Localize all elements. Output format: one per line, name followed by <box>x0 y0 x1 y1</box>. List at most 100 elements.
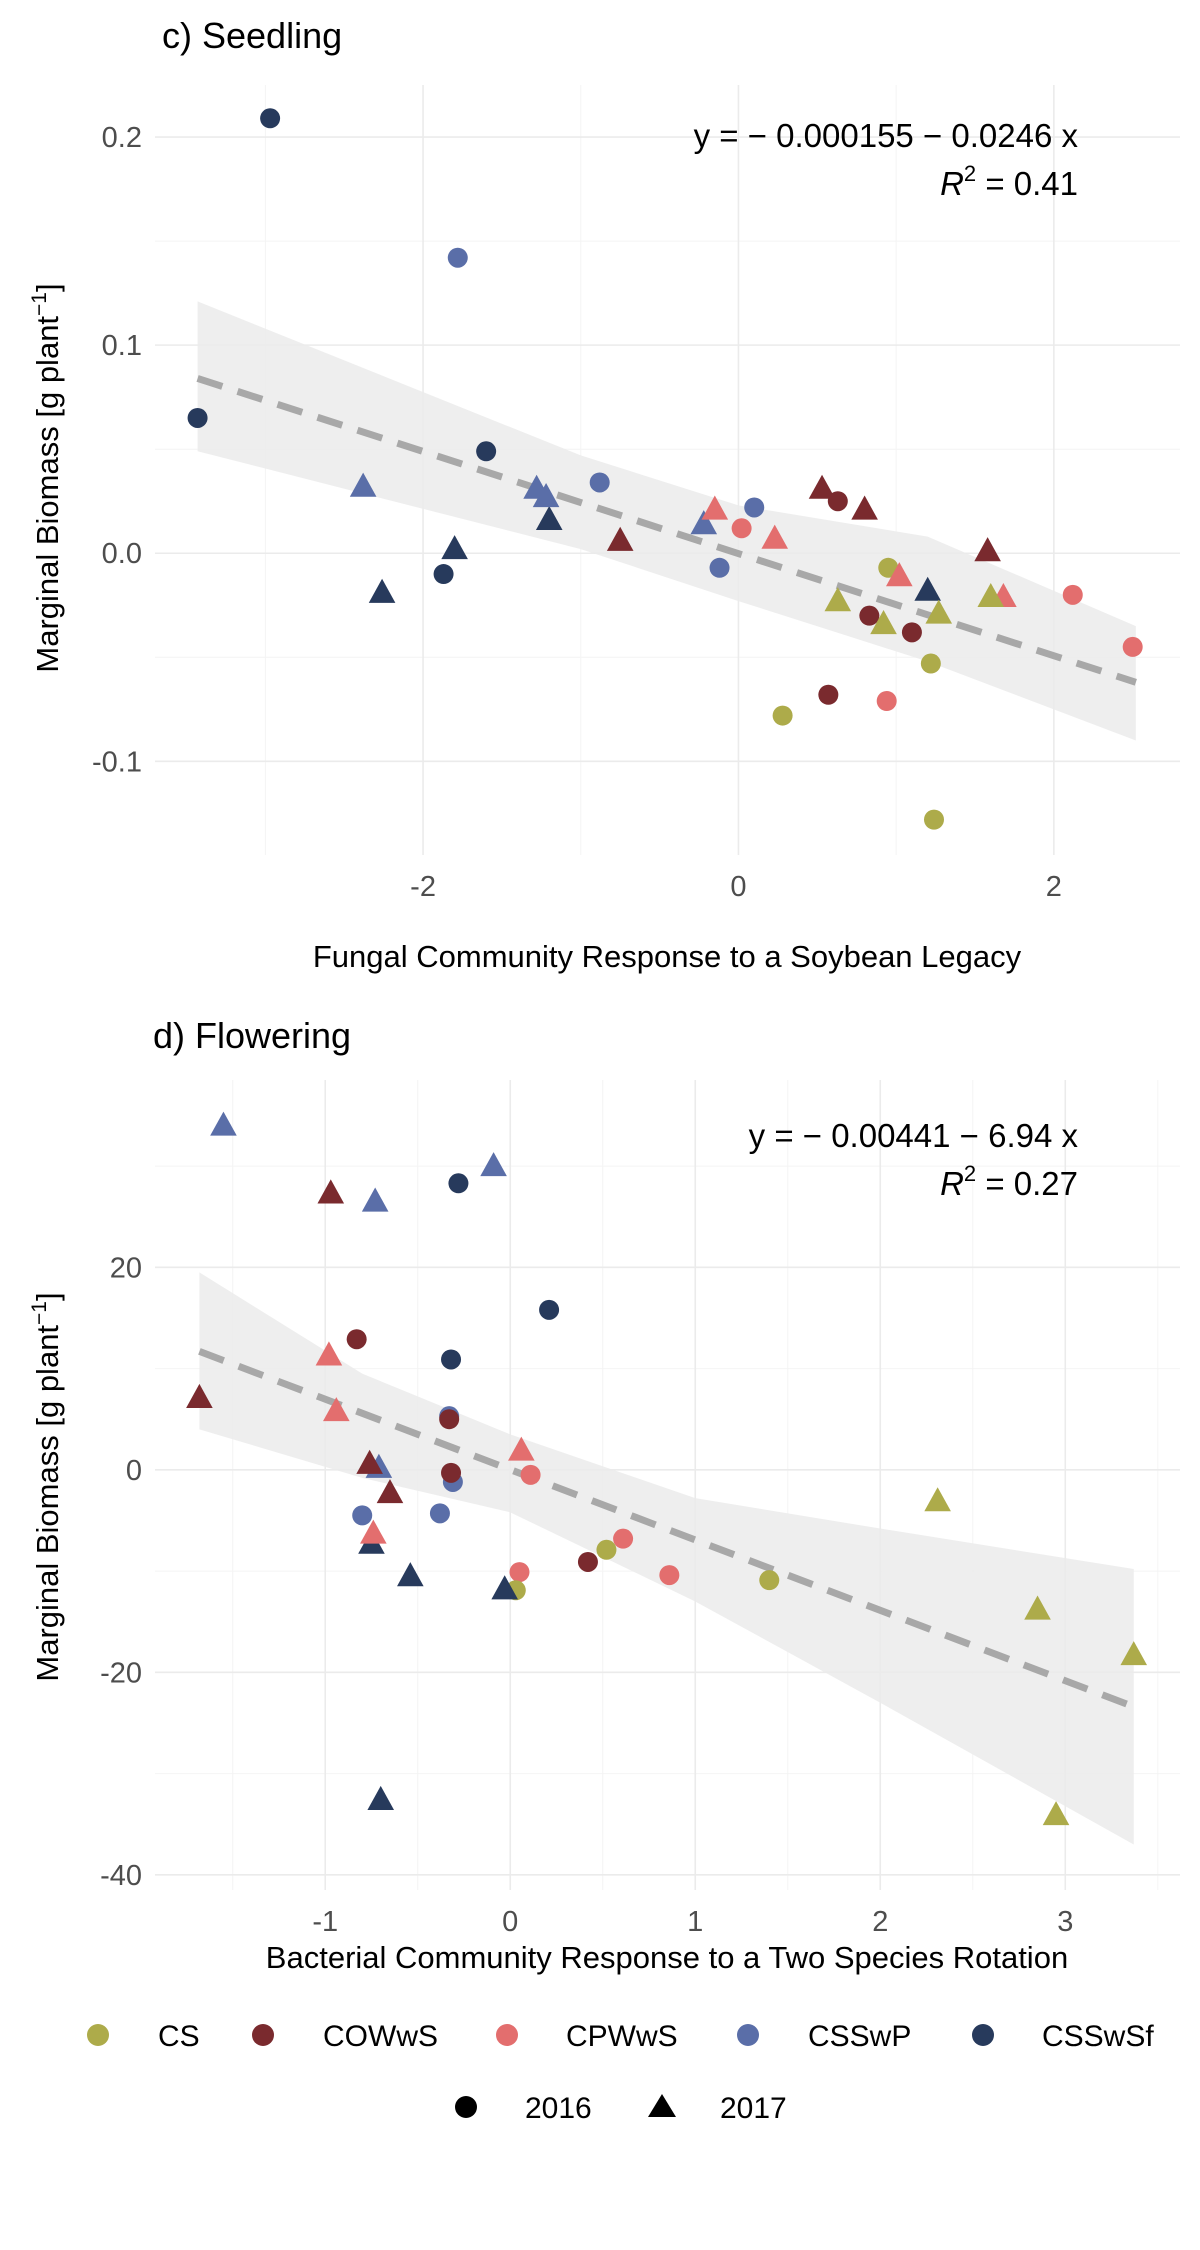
legend-label-cs: CS <box>158 2020 200 2053</box>
legend-marker-circle <box>455 2096 477 2118</box>
confidence-ribbon <box>197 301 1136 741</box>
data-point <box>744 497 765 518</box>
data-point <box>974 537 1001 562</box>
data-point <box>346 1329 367 1350</box>
data-point <box>613 1528 634 1549</box>
legend-label-csswsf: CSSwSf <box>1042 2020 1154 2053</box>
data-point <box>441 1349 462 1370</box>
confidence-ribbon <box>199 1272 1134 1845</box>
legend-item-2016: 2016 <box>455 2092 592 2125</box>
points-group <box>186 1111 1148 1826</box>
legend-marker-cpwws <box>496 2024 518 2046</box>
x-tick-label: 0 <box>502 1906 518 1938</box>
data-point <box>429 1503 450 1524</box>
y-axis-label-main: Marginal Biomass [g plant <box>30 1325 65 1682</box>
data-point <box>924 809 944 830</box>
x-tick-label: -2 <box>410 871 436 903</box>
points-group <box>187 108 1143 830</box>
data-point <box>361 1187 389 1212</box>
data-point <box>731 518 752 539</box>
data-point <box>589 472 610 493</box>
fit-line-group <box>196 375 1137 686</box>
data-point <box>1120 1641 1148 1666</box>
ticks-group: -1 0 1 2 3 -40 -20 0 20 <box>100 1252 1073 1938</box>
data-point <box>447 247 468 268</box>
data-point <box>532 483 560 508</box>
r-squared-value: = 0.27 <box>976 1165 1078 1202</box>
data-point <box>761 524 789 549</box>
panel-flowering: -1 0 1 2 3 -40 -20 0 20 d) Flowering Bacterial C… <box>28 1015 1180 1975</box>
legend-label-2016: 2016 <box>525 2092 592 2125</box>
data-point <box>367 1785 395 1810</box>
x-axis-label: Bacterial Community Response to a Two Sp… <box>266 1940 1068 1975</box>
chart-title: c) Seedling <box>162 15 342 56</box>
data-point <box>315 1341 343 1366</box>
y-axis-label-exponent: −1 <box>28 292 51 316</box>
data-point <box>876 691 897 711</box>
legend-item-csswp: CSSwP <box>737 2020 911 2053</box>
legend-label-2017: 2017 <box>720 2092 787 2125</box>
x-tick-label: 2 <box>872 1906 888 1938</box>
data-point <box>441 535 468 560</box>
y-tick-label: 0.2 <box>102 122 142 154</box>
data-point <box>659 1565 680 1586</box>
data-point <box>772 705 793 726</box>
r-squared-symbol: R <box>940 1165 964 1202</box>
y-tick-label: -40 <box>100 1860 142 1892</box>
data-point <box>317 1179 345 1204</box>
data-point <box>491 1575 518 1600</box>
legend-label-csswp: CSSwP <box>808 2020 911 2053</box>
legend-marker-csswp <box>737 2024 759 2046</box>
data-point <box>186 1383 213 1409</box>
data-point <box>260 108 281 129</box>
legend-marker-csswsf <box>972 2024 994 2046</box>
legend-marker-triangle <box>648 2094 676 2117</box>
legend-label-cowws: COWwS <box>323 2020 438 2053</box>
x-tick-label: 3 <box>1057 1906 1073 1938</box>
data-point <box>924 1487 951 1512</box>
x-tick-label: -1 <box>312 1906 338 1938</box>
data-point <box>397 1562 424 1587</box>
data-point <box>818 684 839 705</box>
y-tick-label: 20 <box>110 1252 142 1284</box>
data-point <box>1042 1801 1070 1826</box>
data-point <box>1122 636 1143 657</box>
data-point <box>448 1173 469 1194</box>
fit-line <box>196 375 1137 686</box>
data-point <box>508 1436 535 1461</box>
data-point <box>808 474 836 499</box>
data-point <box>476 441 497 462</box>
legend-item-cs: CS <box>87 2020 200 2053</box>
r-squared-label: R2 = 0.41 <box>940 161 1078 202</box>
y-axis-label-end: ] <box>30 283 65 292</box>
data-point <box>920 653 941 674</box>
data-point <box>433 564 454 585</box>
y-tick-label: 0.1 <box>102 330 142 362</box>
confidence-ribbon-group <box>199 1272 1134 1845</box>
data-point <box>859 605 880 626</box>
data-point <box>596 1539 617 1560</box>
data-point <box>901 622 922 643</box>
chart-title: d) Flowering <box>153 1015 351 1056</box>
data-point <box>851 495 878 520</box>
legend-item-2017: 2017 <box>648 2092 787 2125</box>
x-tick-label: 2 <box>1046 871 1062 903</box>
x-axis-label: Fungal Community Response to a Soybean L… <box>313 939 1022 974</box>
data-point <box>441 1462 462 1483</box>
regression-equation: y = − 0.000155 − 0.0246 x <box>694 117 1079 154</box>
legend-label-cpwws: CPWwS <box>566 2020 678 2053</box>
legend-item-csswsf: CSSwSf <box>972 2020 1154 2053</box>
data-point <box>535 505 563 531</box>
data-point <box>1062 584 1083 605</box>
data-point <box>509 1562 530 1583</box>
y-tick-label: 0.0 <box>102 538 142 570</box>
y-axis-label: Marginal Biomass [g plant−1] <box>28 283 65 672</box>
y-tick-label: 0 <box>126 1455 142 1487</box>
data-point <box>480 1152 507 1177</box>
r-squared-label: R2 = 0.27 <box>940 1161 1078 1202</box>
data-point <box>577 1551 598 1572</box>
data-point <box>439 1409 460 1430</box>
data-point <box>349 472 377 497</box>
data-point <box>368 578 396 603</box>
